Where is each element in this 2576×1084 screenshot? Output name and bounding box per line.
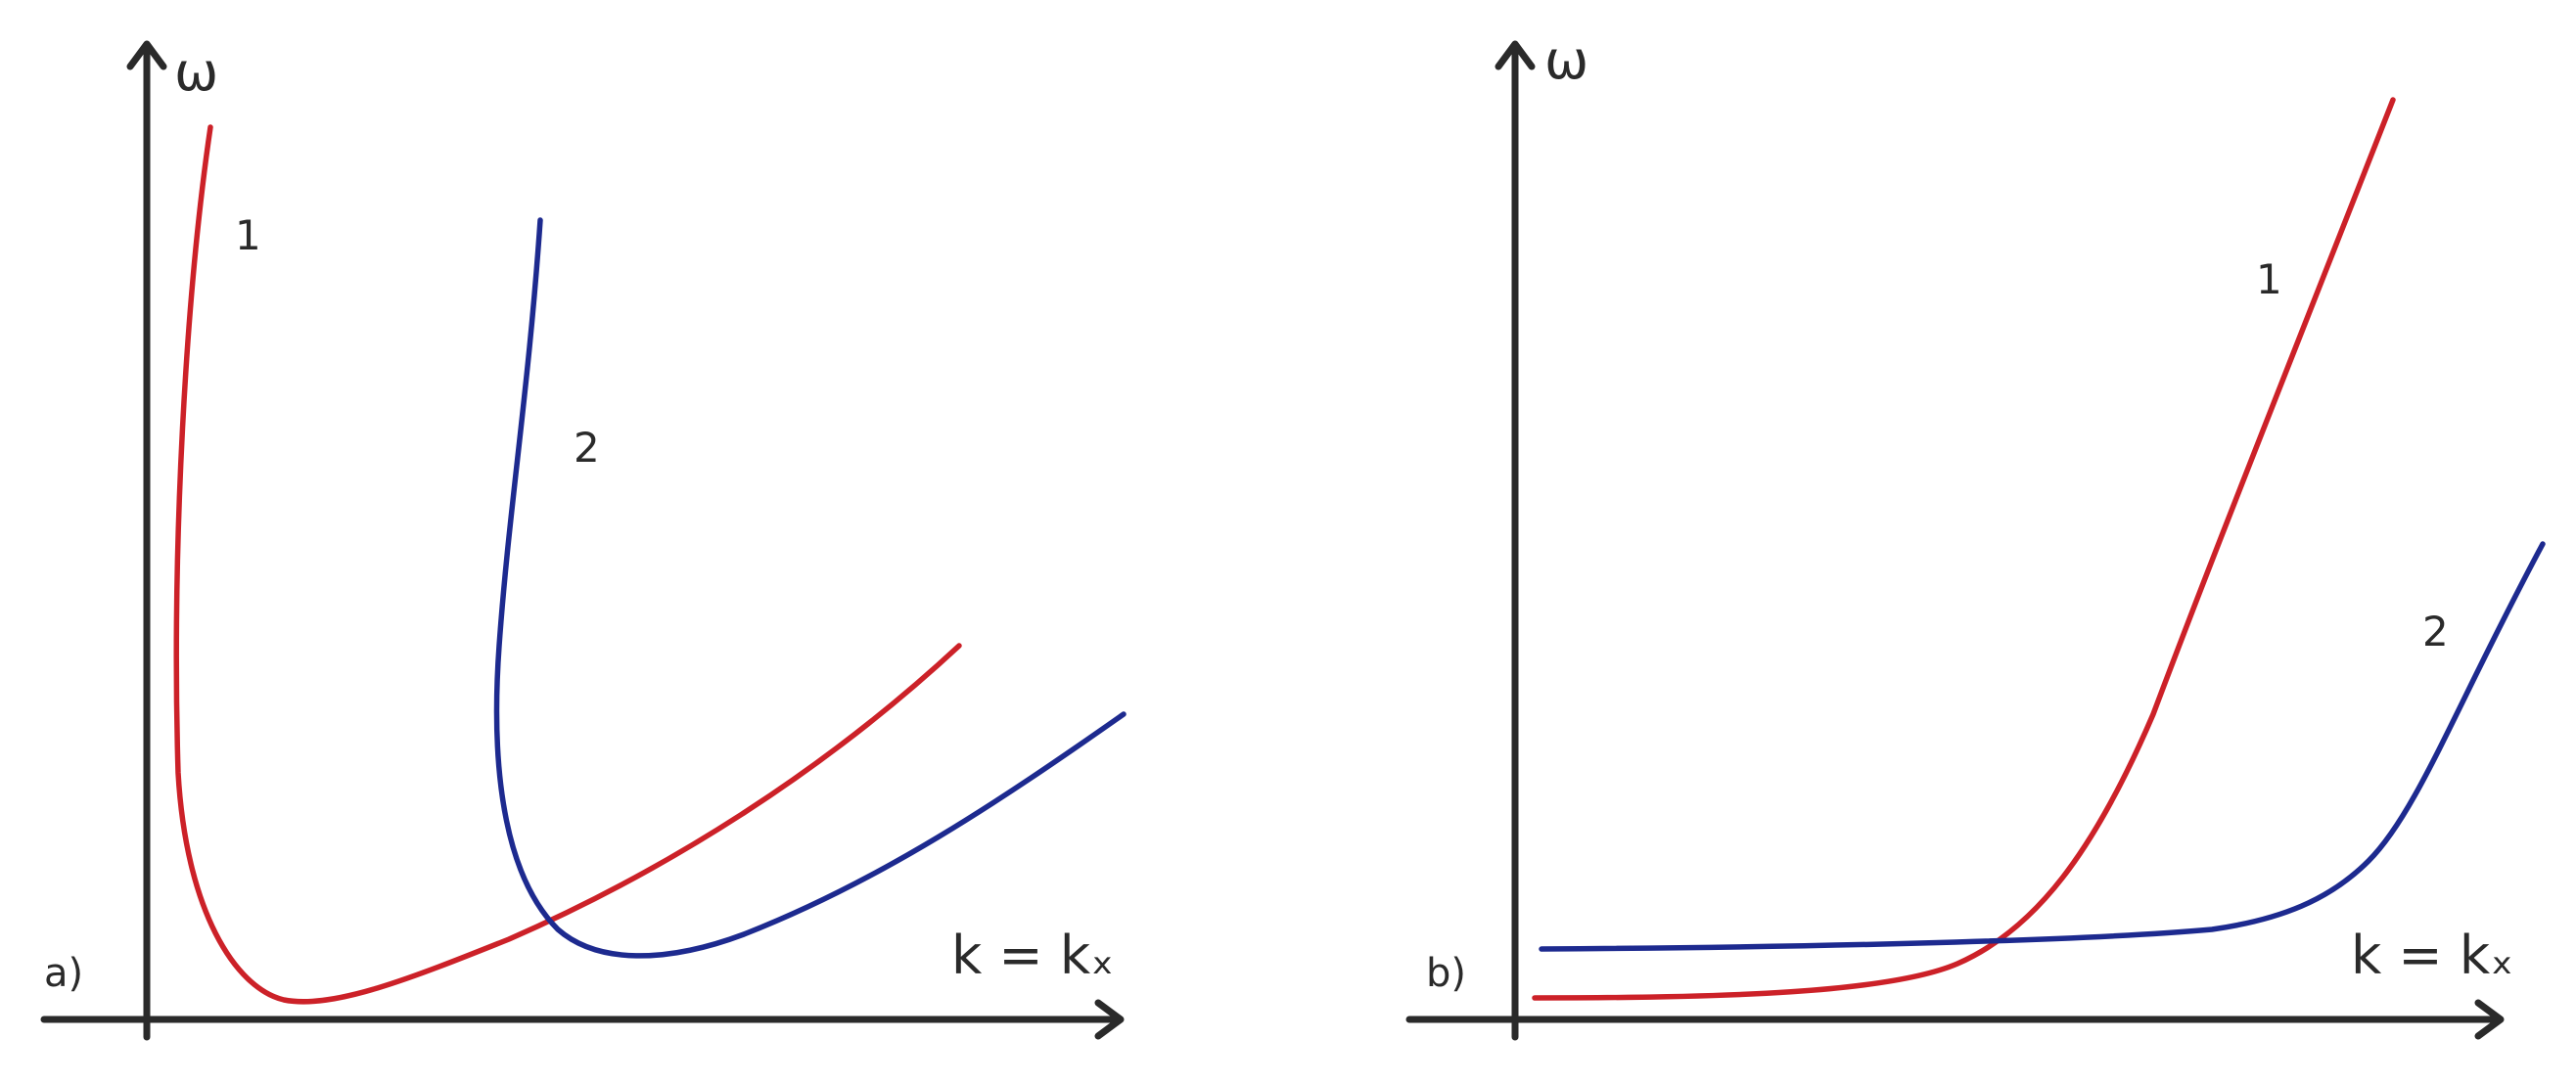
panel-a-x-axis-label: k = kₓ: [951, 925, 1114, 986]
panel-b-y-axis-label: ω: [1544, 29, 1588, 91]
panel-b-x-axis: [1405, 999, 2505, 1040]
panel-b-curve-1-label: 1: [2256, 255, 2282, 303]
panel-b-x-axis-label: k = kₓ: [2351, 925, 2513, 986]
panel-a-curve-1-label: 1: [235, 211, 261, 259]
panel-b-curve-2: [1539, 541, 2546, 952]
panel-b-label: b): [1426, 951, 1466, 996]
panel-a-label: a): [44, 951, 83, 996]
panel-a-y-axis: [126, 40, 167, 1041]
panel-a-y-axis-label: ω: [174, 41, 218, 103]
panel-b: ω k = kₓ b) 1 2: [1405, 29, 2546, 1041]
panel-b-curve-2-label: 2: [2422, 608, 2449, 655]
panel-a-curve-1: [173, 124, 962, 1005]
panel-b-y-axis: [1495, 40, 1536, 1041]
panel-a-curve-2: [493, 217, 1127, 959]
panel-a: ω k = kₓ a) 1 2: [40, 40, 1127, 1041]
panel-a-x-axis: [40, 999, 1125, 1040]
panel-a-curve-2-label: 2: [574, 424, 600, 472]
panel-b-curve-1: [1532, 97, 2396, 1001]
